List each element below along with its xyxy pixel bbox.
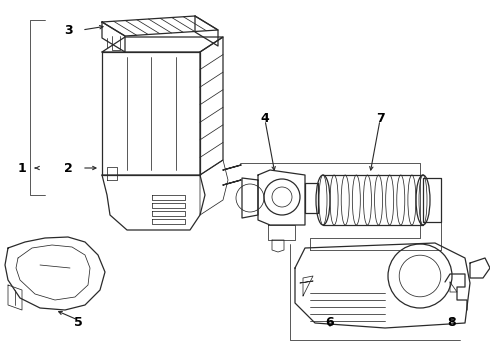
Text: 4: 4 xyxy=(261,112,270,125)
Text: 2: 2 xyxy=(64,162,73,175)
Text: 7: 7 xyxy=(376,112,384,125)
Text: 6: 6 xyxy=(326,315,334,328)
Text: 5: 5 xyxy=(74,315,82,328)
Text: 1: 1 xyxy=(18,162,26,175)
Text: 8: 8 xyxy=(448,315,456,328)
Text: 3: 3 xyxy=(64,23,73,36)
